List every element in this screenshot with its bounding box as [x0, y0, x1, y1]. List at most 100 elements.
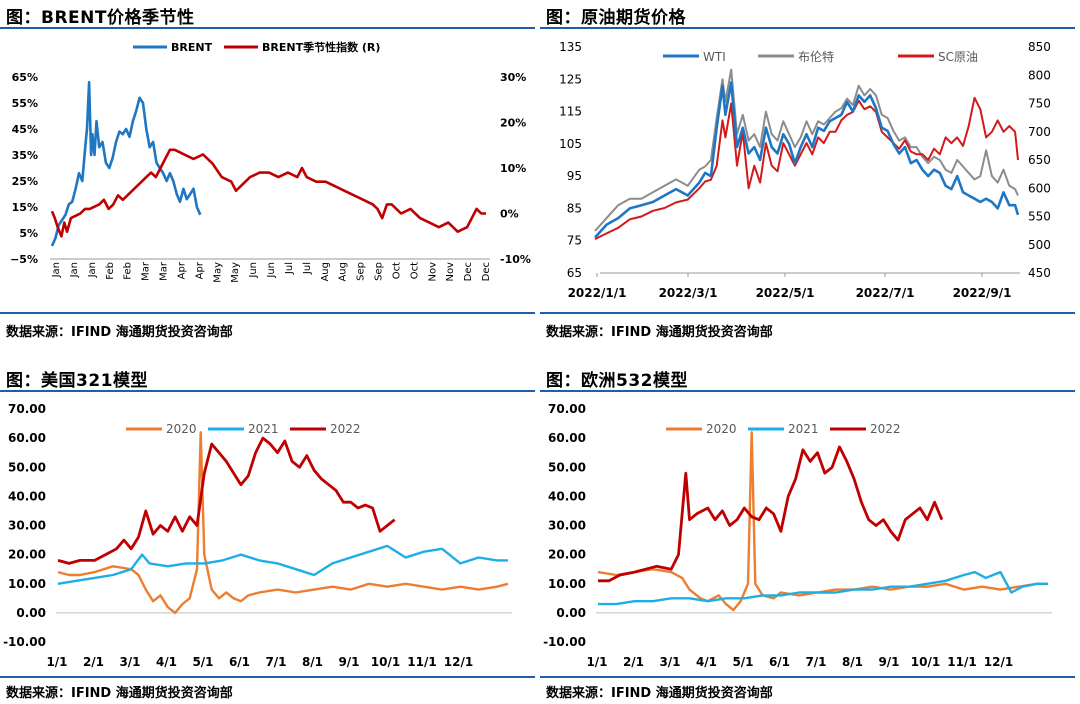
panel-title: 图：欧洲532模型 — [546, 371, 688, 391]
y-tick-label: 60.00 — [8, 431, 46, 445]
y-left-tick-label: 25% — [12, 175, 38, 188]
x-tick-label: Apr — [194, 261, 205, 279]
title-divider — [540, 390, 1075, 392]
y-left-tick-label: 45% — [12, 123, 38, 136]
y-left-tick-label: 65 — [567, 266, 582, 280]
x-tick-label: 5/1 — [192, 655, 213, 669]
source-note: 数据来源：IFIND 海通期货投资咨询部 — [546, 686, 773, 701]
x-tick-label: May — [212, 262, 223, 283]
source-divider — [0, 676, 535, 678]
y-tick-label: 30.00 — [8, 519, 46, 533]
x-tick-label: 10/1 — [911, 655, 940, 669]
x-tick-label: Sep — [374, 262, 385, 281]
x-tick-label: Mar — [159, 261, 170, 281]
x-tick-label: Sep — [356, 262, 367, 281]
x-tick-label: Jun — [266, 262, 277, 279]
y-tick-label: 0.00 — [16, 606, 46, 620]
europe-532-chart: 70.00 60.00 50.00 40.00 30.00 20.00 10.00 0.00 -… — [543, 402, 1052, 669]
y-left-tick-label: 135 — [559, 40, 582, 54]
x-tick-label: 8/1 — [302, 655, 323, 669]
x-tick-label: 5/1 — [732, 655, 753, 669]
y-left-tick-label: 95 — [567, 169, 582, 183]
y-tick-label: 20.00 — [548, 548, 586, 562]
title-divider — [0, 390, 535, 392]
y-right-tick-label: 750 — [1028, 97, 1051, 111]
x-tick-label: 1/1 — [586, 655, 607, 669]
x-tick-label: 2022/3/1 — [659, 286, 718, 300]
brent-seasonality-chart: 65% 55% 45% 35% 25% 15% 5% −5% 30% 20% 10% 0% -10% Ja… — [10, 40, 531, 283]
brent-line — [594, 68, 1019, 232]
legend-label-sc: SC原油 — [938, 50, 978, 64]
y-right-tick-label: -10% — [500, 253, 531, 266]
y-tick-label: 10.00 — [548, 577, 586, 591]
y-tick-label: 70.00 — [8, 402, 46, 416]
y-right-tick-label: 650 — [1028, 153, 1051, 167]
y-right-tick-label: 0% — [500, 208, 519, 221]
y-tick-label: 10.00 — [8, 577, 46, 591]
crude-futures-chart: 135 125 115 105 95 85 75 65 850 800 750 700 650 600 55… — [559, 40, 1051, 300]
y-right-tick-label: 500 — [1028, 238, 1051, 252]
legend-label: 2020 — [706, 422, 737, 436]
wti-line — [594, 81, 1020, 239]
y-left-tick-label: −5% — [10, 253, 38, 266]
x-tick-label: May — [230, 262, 241, 283]
x-tick-label: Nov — [427, 262, 438, 282]
y-tick-label: 40.00 — [8, 489, 46, 503]
y-left-tick-label: 65% — [12, 71, 38, 84]
y-tick-label: 40.00 — [548, 489, 586, 503]
y-right-tick-label: 450 — [1028, 266, 1051, 280]
line-2020 — [57, 431, 509, 615]
line-2020 — [597, 431, 1048, 612]
source-divider — [540, 676, 1075, 678]
x-tick-label: 12/1 — [444, 655, 473, 669]
y-tick-label: 60.00 — [548, 431, 586, 445]
panel-title: 图：原油期货价格 — [546, 8, 686, 28]
line-2022 — [598, 445, 944, 583]
line-2022 — [57, 436, 396, 565]
y-tick-label: 30.00 — [548, 519, 586, 533]
y-tick-label: 70.00 — [548, 402, 586, 416]
y-right-tick-label: 700 — [1028, 125, 1051, 139]
x-tick-label: 4/1 — [156, 655, 177, 669]
title-divider — [0, 27, 535, 29]
title-divider — [540, 27, 1075, 29]
legend-label: 2020 — [166, 422, 197, 436]
us-321-panel: 图：美国321模型 70.00 60.00 50.00 40.00 30.00 20.00… — [0, 352, 540, 704]
y-left-tick-label: 5% — [19, 227, 38, 240]
x-tick-label: 2/1 — [83, 655, 104, 669]
x-tick-label: 4/1 — [696, 655, 717, 669]
x-tick-label: 10/1 — [371, 655, 400, 669]
x-tick-label: Jan — [69, 262, 80, 278]
crude-futures-panel: 图：原油期货价格 135 125 115 105 95 85 75 65 850 800 750 70… — [540, 0, 1080, 352]
legend-label-brent: BRENT — [171, 41, 213, 54]
x-tick-label: Jul — [302, 262, 313, 275]
legend-label: 2021 — [248, 422, 279, 436]
y-left-tick-label: 75 — [567, 234, 582, 248]
y-left-tick-label: 55% — [12, 97, 38, 110]
y-right-tick-label: 600 — [1028, 181, 1051, 195]
x-tick-label: 2022/5/1 — [756, 286, 815, 300]
x-tick-label: Jun — [248, 262, 259, 279]
y-right-tick-label: 10% — [500, 162, 526, 175]
source-divider — [0, 312, 535, 314]
x-tick-label: 11/1 — [407, 655, 436, 669]
x-tick-label: 3/1 — [659, 655, 680, 669]
x-tick-label: 11/1 — [947, 655, 976, 669]
x-tick-label: Jan — [87, 262, 98, 278]
source-note: 数据来源：IFIND 海通期货投资咨询部 — [546, 325, 773, 340]
legend-label-wti: WTI — [703, 50, 726, 64]
y-tick-label: -10.00 — [3, 635, 46, 649]
x-tick-label: 1/1 — [46, 655, 67, 669]
x-tick-label: Feb — [123, 262, 134, 280]
x-tick-label: 3/1 — [119, 655, 140, 669]
x-tick-label: 2/1 — [623, 655, 644, 669]
x-tick-label: Jul — [284, 262, 295, 275]
x-tick-label: Dec — [463, 262, 474, 281]
us-321-chart: 70.00 60.00 50.00 40.00 30.00 20.00 10.00 0.00 -… — [3, 402, 512, 669]
y-left-tick-label: 35% — [12, 149, 38, 162]
y-left-tick-label: 125 — [559, 72, 582, 86]
y-left-tick-label: 115 — [559, 105, 582, 119]
y-left-tick-label: 105 — [559, 137, 582, 151]
x-tick-label: Mar — [141, 261, 152, 281]
legend-label: 2022 — [870, 422, 901, 436]
